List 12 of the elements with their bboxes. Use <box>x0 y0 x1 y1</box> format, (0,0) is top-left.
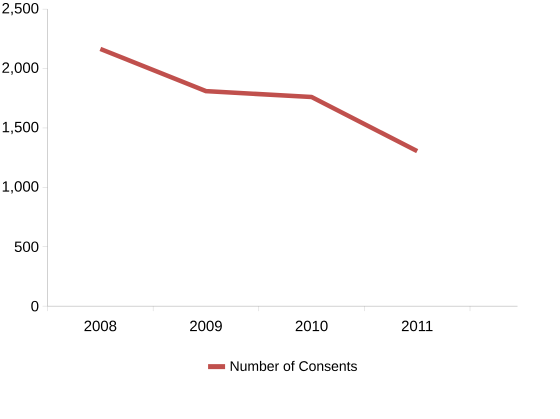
y-tick-label: 0 <box>31 300 38 312</box>
x-tick-label: 2008 <box>84 320 116 332</box>
x-tick-label: 2011 <box>402 320 433 332</box>
y-tick-label: 500 <box>14 241 38 252</box>
y-tick-label: 1,500 <box>2 122 38 134</box>
y-tick-label: 1,000 <box>2 181 38 194</box>
line-series <box>98 46 420 154</box>
y-tick-label: 2,500 <box>2 2 38 16</box>
y-tick-label: 2,000 <box>2 62 38 75</box>
legend-label: Number of Consents <box>230 360 357 372</box>
x-tick-label: 2010 <box>296 320 328 332</box>
x-tick-label: 2009 <box>190 320 222 332</box>
